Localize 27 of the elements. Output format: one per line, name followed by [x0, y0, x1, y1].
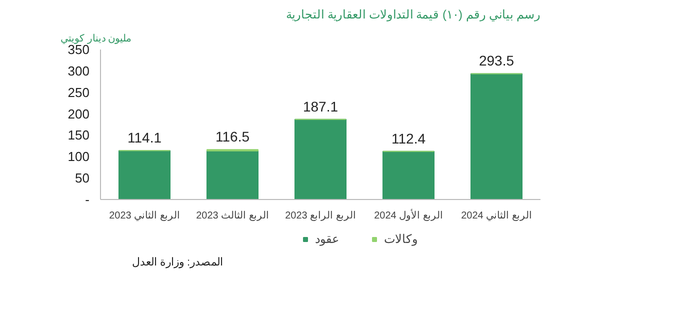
bar [206, 150, 259, 200]
chart-title: رسم بياني رقم (١٠) قيمة التداولات العقارية التجارية [286, 8, 541, 22]
y-tick-label: 150 [68, 128, 90, 143]
x-tick-label: الربع الثاني 2024 [461, 210, 532, 222]
bar [470, 73, 523, 200]
bar [294, 118, 347, 200]
x-tick-label: الربع الرابع 2023 [285, 210, 356, 222]
y-tick-label: 50 [75, 170, 90, 186]
total-label: 114.1 [128, 130, 162, 146]
x-tick-label: الربع الأول 2024 [374, 210, 443, 222]
total-label: 187.1 [302, 98, 338, 114]
x-tick-label: الربع الثالث 2023 [196, 210, 269, 222]
y-tick-label: - [85, 192, 90, 207]
legend-label: عقود [315, 232, 339, 246]
y-tick-label: 200 [68, 106, 90, 122]
bar [382, 150, 435, 200]
total-label: 116.5 [216, 128, 250, 145]
text: المصدر: وزارة العدل [132, 256, 224, 268]
legend-label: وكالات [384, 232, 418, 246]
y-tick-label: 300 [68, 63, 90, 78]
x-tick-label: الربع الثاني 2023 [109, 210, 180, 222]
bar [118, 150, 171, 200]
total-label: 112.4 [392, 130, 426, 146]
y-tick-label: 250 [68, 84, 90, 100]
y-axis-title: مليون دينار كويتي [60, 34, 132, 44]
y-tick-label: 100 [68, 149, 90, 164]
total-label: 293.5 [478, 52, 514, 69]
